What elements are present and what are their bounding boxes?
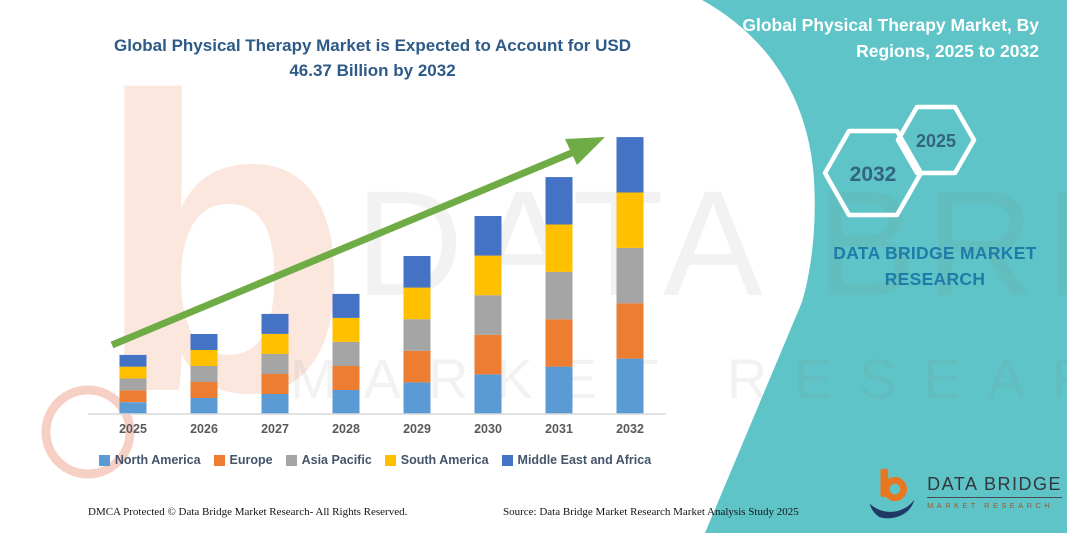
side-panel-brand-text: DATA BRIDGE MARKET RESEARCH	[833, 243, 1037, 290]
bar-segment-2025-europe	[119, 390, 147, 403]
logo-subtitle: MARKET RESEARCH	[927, 501, 1054, 510]
hexagon-2032	[822, 128, 924, 218]
watermark-databridge-text: DATA BRIDGE	[355, 159, 1067, 327]
x-axis-label-2025: 2025	[119, 422, 147, 436]
x-axis-label-2026: 2026	[190, 422, 218, 436]
bar-segment-2026-middle-east-and-africa	[190, 334, 218, 350]
bar-segment-2032-middle-east-and-africa	[616, 137, 644, 193]
bar-segment-2029-south-america	[403, 287, 431, 320]
bar-segment-2026-north-america	[190, 398, 218, 414]
legend-label: Europe	[229, 453, 273, 467]
data-bridge-logo-mark	[869, 468, 915, 519]
bar-segment-2025-south-america	[119, 366, 147, 379]
legend-item: Europe	[213, 453, 273, 467]
hexagon-2025-label: 2025	[916, 131, 956, 151]
legend-label: Middle East and Africa	[517, 453, 652, 467]
chart-title: Global Physical Therapy Market is Expect…	[113, 36, 632, 80]
hexagon-2025	[895, 104, 977, 176]
bar-segment-2027-europe	[261, 374, 289, 394]
teal-swoosh-background	[702, 0, 1067, 533]
bar-segment-2028-north-america	[332, 390, 360, 414]
bar-segment-2029-north-america	[403, 382, 431, 414]
trend-arrow-head	[565, 137, 605, 165]
hexagon-badges: 2032 2025	[822, 104, 977, 218]
bar-segment-2025-middle-east-and-africa	[119, 354, 147, 367]
bar-segment-2026-asia-pacific	[190, 366, 218, 382]
legend-swatch	[501, 454, 513, 466]
bar-segment-2030-middle-east-and-africa	[474, 216, 502, 256]
bar-segment-2032-north-america	[616, 358, 644, 414]
bar-segment-2029-middle-east-and-africa	[403, 256, 431, 288]
bar-segment-2031-europe	[545, 319, 573, 367]
bar-segment-2031-middle-east-and-africa	[545, 177, 573, 225]
bar-segment-2031-south-america	[545, 224, 573, 272]
logo-wordmark: DATA BRIDGE	[927, 474, 1062, 498]
legend-swatch	[384, 454, 396, 466]
x-axis-label-2029: 2029	[403, 422, 431, 436]
hexagon-2032-label: 2032	[850, 163, 897, 186]
bar-segment-2028-asia-pacific	[332, 342, 360, 366]
bar-segment-2030-europe	[474, 334, 502, 375]
legend-item: North America	[98, 453, 201, 467]
bar-segment-2027-south-america	[261, 334, 289, 354]
bar-segment-2027-north-america	[261, 394, 289, 414]
bar-segment-2031-north-america	[545, 366, 573, 414]
bar-segment-2032-asia-pacific	[616, 247, 644, 304]
bar-segment-2025-north-america	[119, 402, 147, 414]
legend-label: South America	[400, 453, 489, 467]
bar-segment-2028-europe	[332, 366, 360, 390]
bar-segment-2027-asia-pacific	[261, 354, 289, 374]
bar-segment-2029-asia-pacific	[403, 319, 431, 351]
x-axis-label-2032: 2032	[616, 422, 644, 436]
x-axis-label-2027: 2027	[261, 422, 289, 436]
bar-segment-2030-north-america	[474, 374, 502, 414]
bar-segment-2028-middle-east-and-africa	[332, 293, 360, 318]
x-axis-label-2031: 2031	[545, 422, 573, 436]
x-axis-labels: 2025 2026 2027 2028 2029 2030 2031 2032	[119, 422, 644, 436]
bar-segment-2028-south-america	[332, 317, 360, 342]
legend-label: North America	[114, 453, 201, 467]
legend-swatch	[213, 454, 225, 466]
trend-arrow	[110, 137, 605, 349]
chart-legend: North America Europe Asia Pacific South Ame…	[60, 453, 690, 467]
bar-segment-2026-south-america	[190, 350, 218, 366]
logo-swoosh	[869, 499, 915, 519]
x-axis-label-2030: 2030	[474, 422, 502, 436]
data-bridge-logo: DATA BRIDGE MARKET RESEARCH	[866, 462, 1062, 522]
legend-swatch	[98, 454, 110, 466]
bar-segment-2025-asia-pacific	[119, 378, 147, 391]
x-axis-label-2028: 2028	[332, 422, 360, 436]
footer-dmca-text: DMCA Protected © Data Bridge Market Rese…	[88, 506, 408, 518]
legend-item: Middle East and Africa	[501, 453, 652, 467]
legend-label: Asia Pacific	[301, 453, 372, 467]
legend-swatch	[285, 454, 297, 466]
side-panel-title: Global Physical Therapy Market, By Regio…	[742, 15, 1039, 62]
bar-segment-2027-middle-east-and-africa	[261, 313, 289, 334]
legend-item: Asia Pacific	[285, 453, 372, 467]
bar-segment-2026-europe	[190, 382, 218, 398]
bars-group	[119, 137, 644, 414]
bar-segment-2031-asia-pacific	[545, 271, 573, 320]
logo-b-bowl	[882, 477, 908, 502]
legend-item: South America	[384, 453, 489, 467]
watermark-ring	[41, 385, 135, 479]
bar-segment-2030-asia-pacific	[474, 295, 502, 335]
bar-segment-2029-europe	[403, 350, 431, 383]
bar-segment-2032-europe	[616, 303, 644, 359]
footer-source-text: Source: Data Bridge Market Research Mark…	[503, 506, 799, 518]
bar-segment-2030-south-america	[474, 255, 502, 296]
bar-segment-2032-south-america	[616, 192, 644, 248]
